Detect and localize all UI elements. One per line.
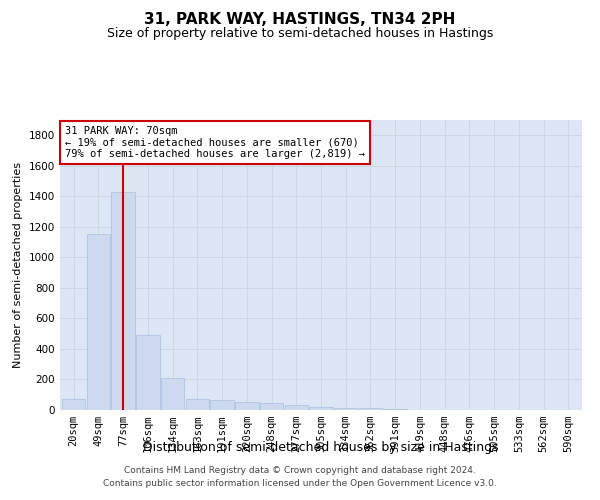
Text: Size of property relative to semi-detached houses in Hastings: Size of property relative to semi-detach… (107, 28, 493, 40)
Bar (359, 408, 382, 410)
Text: 31 PARK WAY: 70sqm
← 19% of semi-detached houses are smaller (670)
79% of semi-d: 31 PARK WAY: 70sqm ← 19% of semi-detache… (65, 126, 365, 159)
Text: 31, PARK WAY, HASTINGS, TN34 2PH: 31, PARK WAY, HASTINGS, TN34 2PH (145, 12, 455, 28)
Text: Contains HM Land Registry data © Crown copyright and database right 2024.
Contai: Contains HM Land Registry data © Crown c… (103, 466, 497, 487)
Bar (86, 234, 110, 410)
Bar (260, 403, 283, 410)
Bar (185, 398, 209, 410)
Bar (383, 409, 407, 410)
Bar (161, 378, 184, 410)
Bar (235, 402, 259, 410)
Bar (210, 400, 234, 410)
Bar (112, 192, 135, 410)
Bar (309, 407, 333, 410)
Y-axis label: Number of semi-detached properties: Number of semi-detached properties (13, 162, 23, 368)
Text: Distribution of semi-detached houses by size in Hastings: Distribution of semi-detached houses by … (143, 441, 499, 454)
Bar (62, 400, 85, 410)
Bar (284, 406, 308, 410)
Bar (334, 408, 358, 410)
Bar (136, 335, 160, 410)
